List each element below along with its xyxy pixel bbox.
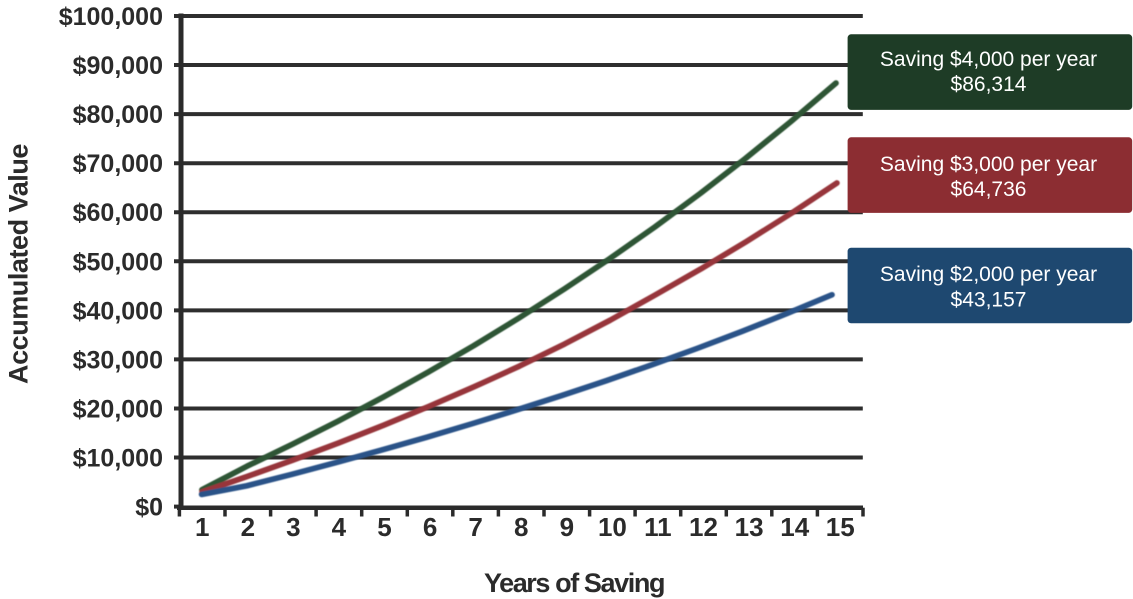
svg-text:1: 1 (195, 512, 209, 542)
svg-text:7: 7 (468, 512, 482, 542)
svg-text:$60,000: $60,000 (73, 199, 163, 227)
svg-text:12: 12 (689, 512, 718, 542)
svg-text:15: 15 (826, 512, 855, 542)
svg-text:$100,000: $100,000 (59, 3, 163, 31)
svg-text:$86,314: $86,314 (951, 73, 1027, 96)
svg-text:6: 6 (423, 512, 437, 542)
svg-text:$70,000: $70,000 (73, 150, 163, 178)
svg-text:4: 4 (332, 512, 347, 542)
svg-text:8: 8 (514, 512, 528, 542)
svg-text:10: 10 (598, 512, 627, 542)
svg-text:3: 3 (286, 512, 300, 542)
svg-text:$10,000: $10,000 (73, 445, 163, 473)
svg-text:2: 2 (241, 512, 255, 542)
svg-text:Saving $3,000 per year: Saving $3,000 per year (880, 153, 1097, 176)
svg-text:$43,157: $43,157 (951, 289, 1027, 312)
svg-text:Years of Saving: Years of Saving (484, 568, 664, 598)
svg-text:Saving $4,000 per year: Saving $4,000 per year (880, 48, 1097, 71)
svg-text:13: 13 (735, 512, 764, 542)
svg-text:$20,000: $20,000 (73, 396, 163, 424)
svg-text:9: 9 (560, 512, 574, 542)
svg-text:$0: $0 (135, 494, 163, 522)
svg-text:Accumulated Value: Accumulated Value (4, 144, 34, 384)
svg-text:$80,000: $80,000 (73, 101, 163, 129)
svg-text:5: 5 (377, 512, 391, 542)
svg-text:$90,000: $90,000 (73, 52, 163, 80)
svg-text:11: 11 (644, 512, 672, 542)
svg-text:Saving $2,000 per year: Saving $2,000 per year (880, 263, 1097, 286)
svg-text:$64,736: $64,736 (951, 178, 1027, 201)
svg-text:$50,000: $50,000 (73, 248, 163, 276)
svg-text:14: 14 (780, 512, 809, 542)
svg-text:$40,000: $40,000 (73, 297, 163, 325)
svg-text:$30,000: $30,000 (73, 346, 163, 374)
